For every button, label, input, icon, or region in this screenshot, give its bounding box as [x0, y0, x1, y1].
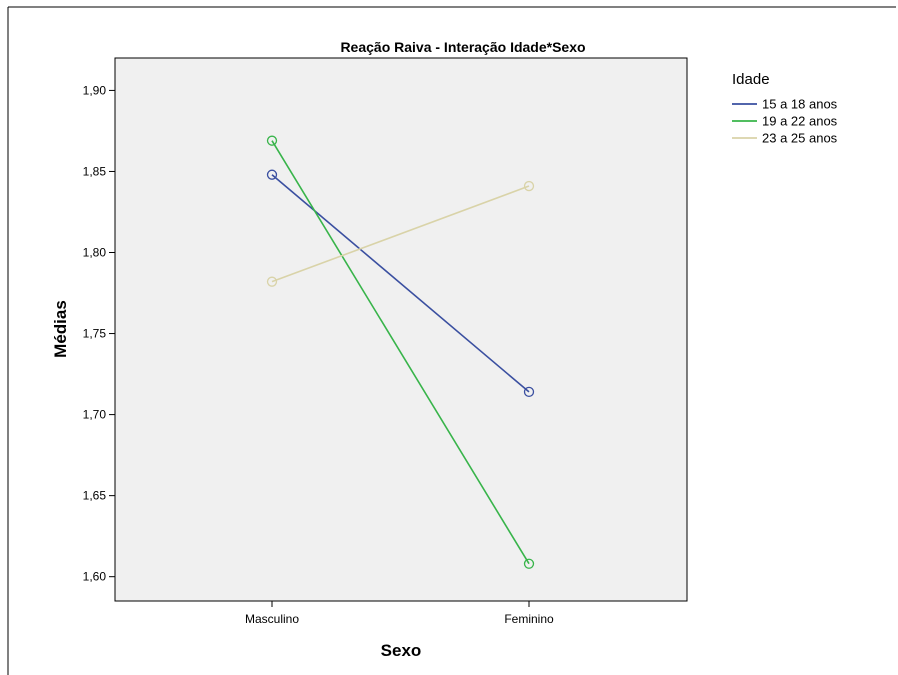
- data-point: [266, 135, 278, 146]
- plot-area: [114, 57, 688, 602]
- y-axis-label: Médias: [51, 300, 70, 358]
- data-point: [266, 276, 278, 287]
- x-tick-label: Masculino: [245, 612, 299, 626]
- legend-entry: 19 a 22 anos: [762, 114, 838, 129]
- y-axis: 1,60 1,65 1,70 1,75 1,80 1,85 1,90: [83, 83, 115, 584]
- data-point: [266, 169, 278, 180]
- legend-entry: 15 a 18 anos: [762, 97, 838, 112]
- y-tick-label: 1,65: [83, 489, 107, 503]
- x-tick-label: Feminino: [504, 612, 554, 626]
- y-tick-label: 1,85: [83, 164, 107, 178]
- series-layer: [266, 135, 535, 569]
- legend-entry: 23 a 25 anos: [762, 131, 838, 146]
- x-axis: Masculino Feminino: [245, 601, 554, 626]
- data-point: [523, 386, 535, 398]
- data-point: [523, 180, 535, 192]
- y-tick-label: 1,70: [83, 408, 107, 422]
- series-line-3: [271, 185, 530, 283]
- x-axis-label: Sexo: [381, 641, 422, 660]
- y-tick-label: 1,90: [83, 83, 107, 97]
- series-line-2: [271, 140, 530, 565]
- data-point: [523, 558, 535, 569]
- y-tick-label: 1,80: [83, 246, 107, 260]
- y-tick-label: 1,60: [83, 570, 107, 584]
- legend-title: Idade: [732, 71, 770, 88]
- y-tick-label: 1,75: [83, 327, 107, 341]
- chart-title: Reação Raiva - Interação Idade*Sexo: [340, 39, 585, 55]
- legend: Idade 15 a 18 anos 19 a 22 anos 23 a 25 an…: [732, 71, 838, 146]
